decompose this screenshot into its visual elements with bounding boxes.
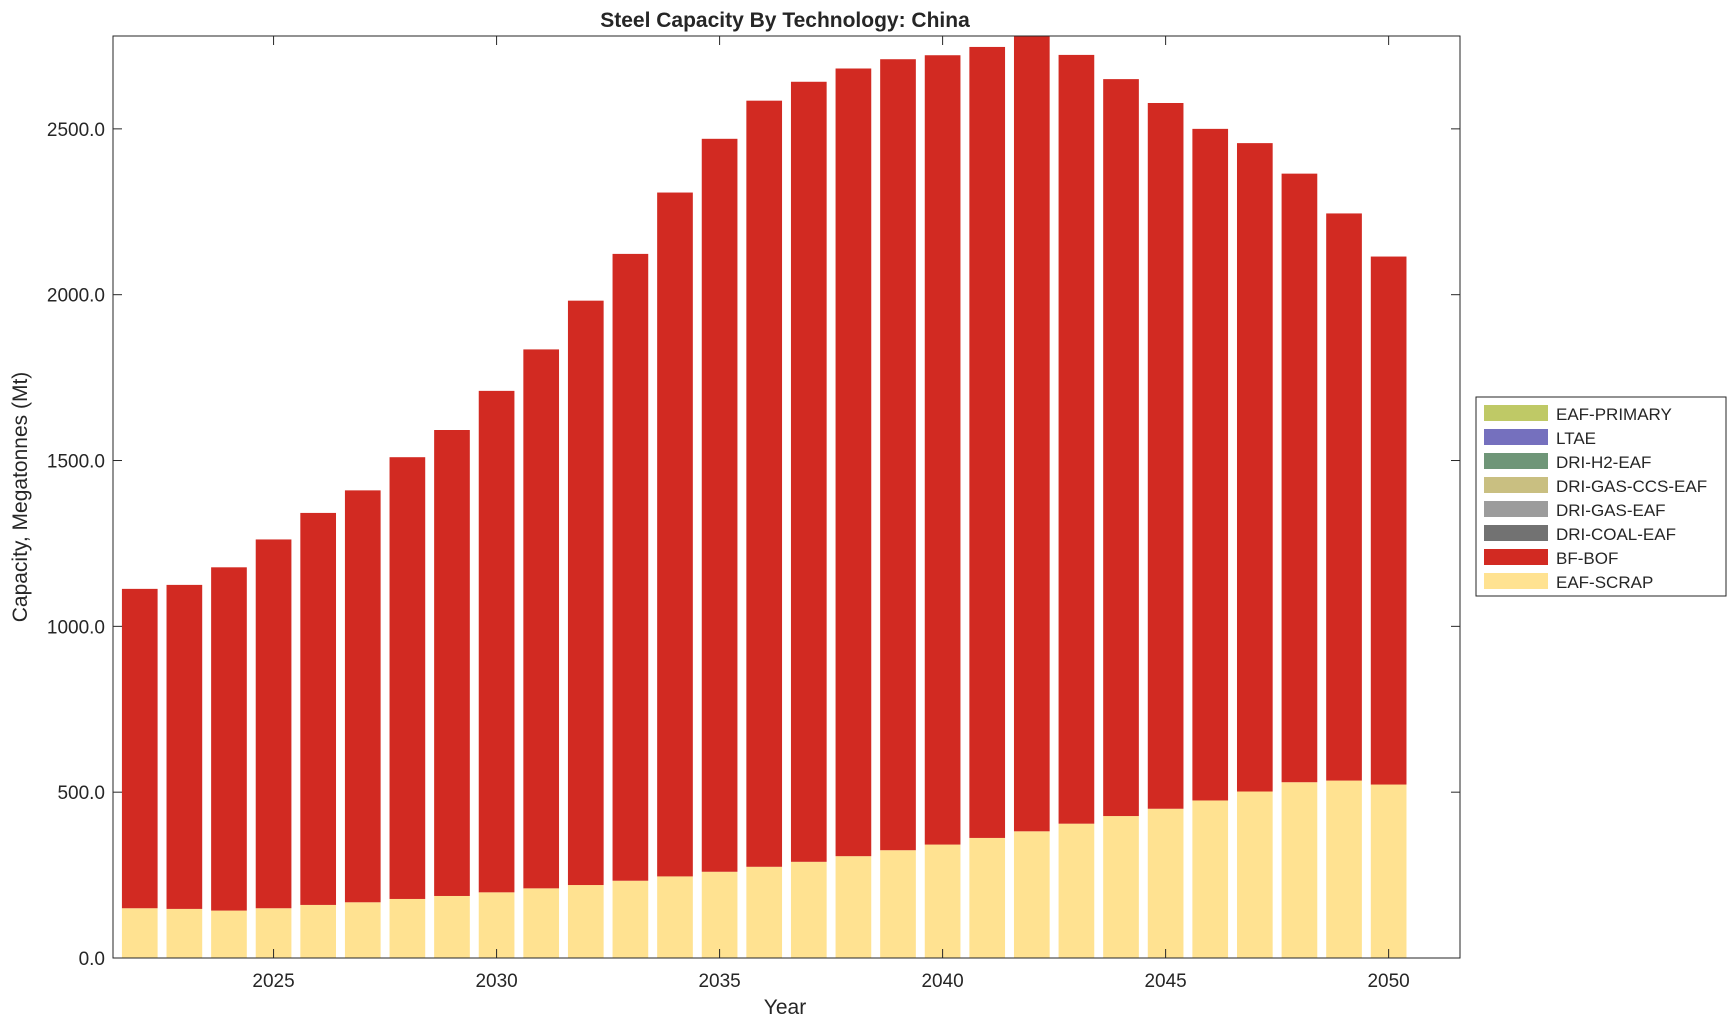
bar-bf-bof-2037	[790, 81, 827, 862]
bar-bf-bof-2048	[1281, 173, 1318, 783]
legend-label-dri-gas-eaf: DRI-GAS-EAF	[1556, 501, 1666, 520]
y-tick-label: 0.0	[79, 949, 105, 970]
legend-label-eaf-scrap: EAF-SCRAP	[1556, 573, 1653, 592]
bar-eaf-scrap-2028	[389, 898, 426, 958]
legend-swatch-dri-gas-eaf	[1484, 501, 1548, 517]
bar-bf-bof-2033	[612, 253, 649, 881]
bar-eaf-scrap-2035	[701, 871, 738, 958]
x-axis-label: Year	[764, 996, 806, 1019]
bar-bf-bof-2032	[567, 300, 604, 886]
bar-bf-bof-2025	[255, 539, 292, 909]
bar-eaf-scrap-2050	[1370, 784, 1407, 958]
bar-eaf-scrap-2029	[434, 895, 470, 958]
bar-bf-bof-2050	[1370, 256, 1407, 785]
bar-eaf-scrap-2047	[1236, 791, 1273, 958]
y-tick-label: 1000.0	[47, 617, 105, 638]
bar-eaf-scrap-2036	[746, 866, 783, 958]
bar-eaf-scrap-2034	[657, 876, 693, 958]
y-tick-label: 1500.0	[47, 452, 105, 473]
legend: EAF-PRIMARY LTAE DRI-H2-EAF DRI-GAS-CCS-EAF…	[1475, 396, 1727, 597]
legend-swatch-ltae	[1484, 429, 1548, 445]
bar-bf-bof-2035	[701, 138, 738, 872]
y-tick-label: 2500.0	[47, 120, 105, 141]
bar-eaf-scrap-2033	[612, 880, 649, 958]
bar-eaf-scrap-2039	[880, 850, 916, 958]
bar-bf-bof-2024	[211, 567, 247, 911]
bar-eaf-scrap-2043	[1058, 823, 1095, 958]
bar-bf-bof-2022	[121, 588, 158, 909]
bar-bf-bof-2034	[657, 192, 693, 877]
bar-bf-bof-2028	[389, 457, 426, 899]
bar-bf-bof-2030	[478, 390, 515, 893]
legend-label-dri-h2-eaf: DRI-H2-EAF	[1556, 453, 1651, 472]
bar-bf-bof-2046	[1192, 128, 1229, 801]
legend-label-dri-coal-eaf: DRI-COAL-EAF	[1556, 525, 1676, 544]
bar-bf-bof-2029	[434, 430, 470, 896]
chart-title: Steel Capacity By Technology: China	[600, 9, 970, 32]
y-axis-label: Capacity, Megatonnes (Mt)	[9, 372, 32, 623]
legend-label-dri-gas-ccs-eaf: DRI-GAS-CCS-EAF	[1556, 477, 1707, 496]
bar-bf-bof-2026	[300, 512, 337, 905]
bar-eaf-scrap-2026	[300, 904, 337, 958]
legend-swatch-eaf-primary	[1484, 405, 1548, 421]
plot-frame	[112, 35, 1461, 959]
legend-swatch-dri-h2-eaf	[1484, 453, 1548, 469]
bar-eaf-scrap-2040	[924, 844, 961, 958]
legend-swatch-dri-gas-ccs-eaf	[1484, 477, 1548, 493]
bar-eaf-scrap-2042	[1013, 831, 1050, 958]
bar-bf-bof-2036	[746, 100, 783, 867]
bar-bf-bof-2043	[1058, 54, 1095, 824]
x-tick-label: 2050	[1367, 971, 1409, 992]
bar-eaf-scrap-2023	[166, 908, 203, 958]
x-tick-label: 2025	[252, 971, 294, 992]
y-tick-label: 2000.0	[47, 286, 105, 307]
legend-label-bf-bof: BF-BOF	[1556, 549, 1618, 568]
bar-eaf-scrap-2030	[478, 892, 515, 958]
bar-bf-bof-2023	[166, 584, 203, 909]
bar-bf-bof-2044	[1103, 79, 1139, 817]
bar-eaf-scrap-2037	[790, 861, 827, 958]
bar-bf-bof-2038	[835, 68, 872, 857]
bar-eaf-scrap-2031	[523, 888, 560, 958]
bar-eaf-scrap-2044	[1103, 816, 1139, 958]
bar-eaf-scrap-2027	[344, 902, 381, 958]
bar-eaf-scrap-2049	[1326, 780, 1362, 958]
bar-eaf-scrap-2048	[1281, 782, 1318, 958]
ticks-layer: 2025 2030 2035 2040 2045 2050 0.0 500.0 1000.0 15…	[47, 36, 1460, 992]
legend-swatch-dri-coal-eaf	[1484, 525, 1548, 541]
bar-bf-bof-2027	[344, 490, 381, 903]
bar-bf-bof-2040	[924, 55, 961, 845]
bar-bf-bof-2042	[1013, 36, 1050, 832]
x-tick-label: 2045	[1144, 971, 1186, 992]
legend-swatch-bf-bof	[1484, 549, 1548, 565]
legend-swatch-eaf-scrap	[1484, 573, 1548, 589]
bar-eaf-scrap-2024	[211, 910, 247, 958]
bar-eaf-scrap-2038	[835, 856, 872, 958]
bar-eaf-scrap-2045	[1147, 808, 1184, 958]
legend-label-ltae: LTAE	[1556, 429, 1596, 448]
bar-bf-bof-2039	[880, 59, 916, 851]
bar-bf-bof-2031	[523, 349, 560, 889]
bar-bf-bof-2041	[969, 46, 1006, 838]
x-tick-label: 2030	[475, 971, 517, 992]
x-tick-label: 2035	[698, 971, 740, 992]
bar-bf-bof-2047	[1236, 143, 1273, 792]
bars-layer	[121, 36, 1407, 958]
bar-eaf-scrap-2046	[1192, 800, 1229, 958]
bar-eaf-scrap-2032	[567, 885, 604, 958]
bar-eaf-scrap-2041	[969, 837, 1006, 958]
bar-bf-bof-2049	[1326, 213, 1362, 781]
bar-bf-bof-2045	[1147, 102, 1184, 809]
x-tick-label: 2040	[921, 971, 963, 992]
bar-eaf-scrap-2022	[121, 908, 158, 958]
y-tick-label: 500.0	[57, 783, 105, 804]
legend-label-eaf-primary: EAF-PRIMARY	[1556, 405, 1672, 424]
